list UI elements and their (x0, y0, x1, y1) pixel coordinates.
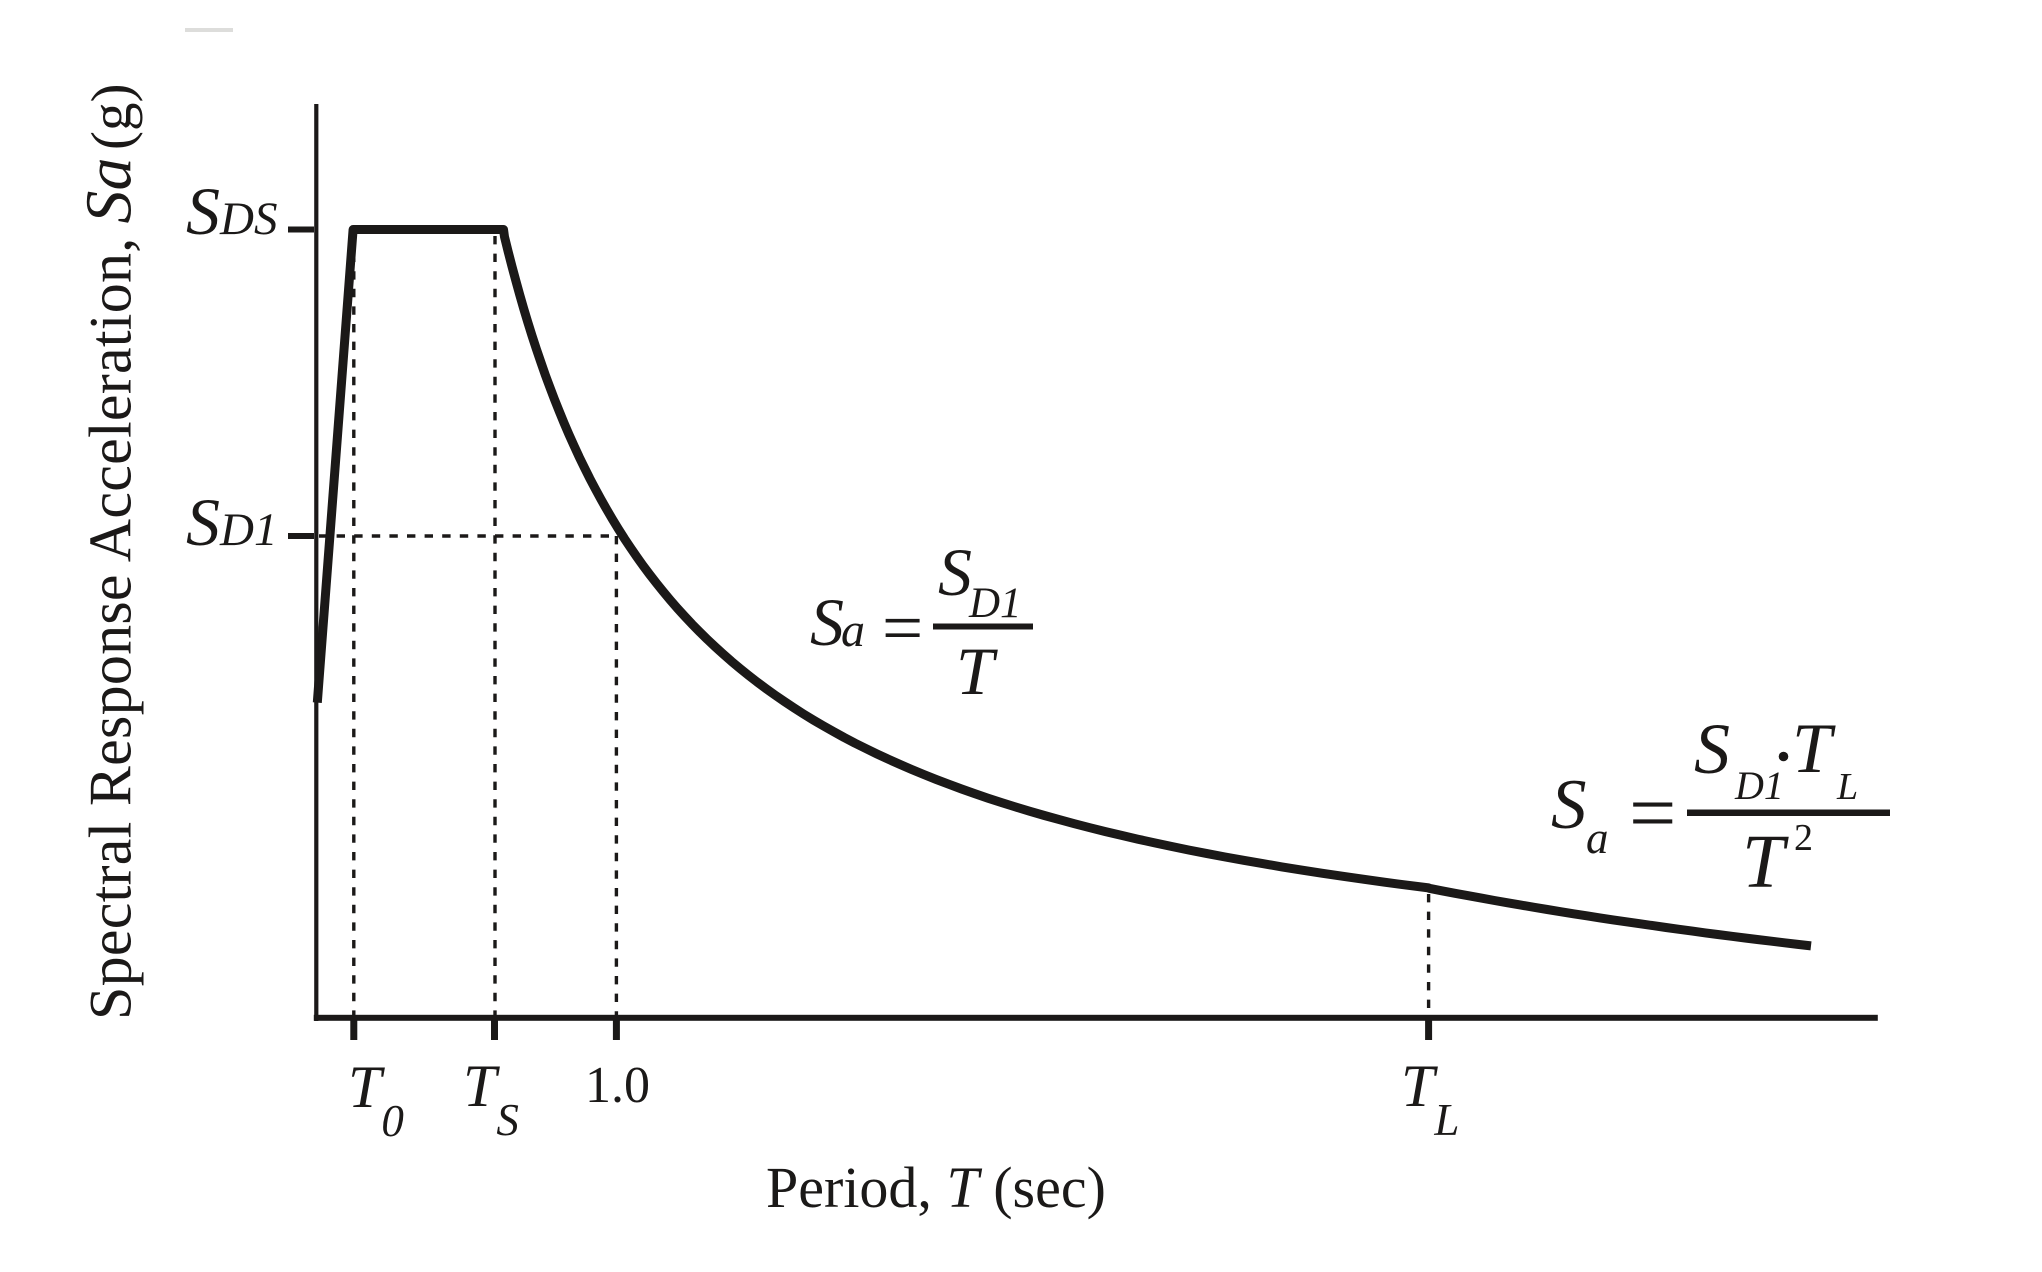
svg-text:T: T (1792, 710, 1836, 788)
svg-text:Sa: Sa (73, 158, 146, 224)
svg-text:SD1: SD1 (186, 484, 277, 560)
svg-text:S: S (1694, 709, 1730, 789)
svg-text:S: S (1551, 766, 1587, 844)
svg-text:S: S (810, 584, 844, 660)
svg-text:L: L (1836, 766, 1858, 808)
svg-text:TL: TL (1401, 1053, 1459, 1145)
svg-text:T: T (1742, 820, 1789, 904)
svg-text:2: 2 (1794, 817, 1813, 859)
svg-text:a: a (841, 604, 865, 657)
svg-text:SDS: SDS (186, 173, 277, 249)
svg-text:Period, T (sec): Period, T (sec) (766, 1155, 1106, 1220)
svg-text:1.0: 1.0 (585, 1057, 650, 1114)
svg-text:T: T (956, 633, 998, 709)
svg-text:D1: D1 (1734, 763, 1784, 808)
svg-text:TS: TS (463, 1053, 519, 1145)
svg-text:=: = (1629, 767, 1676, 860)
svg-text:S: S (938, 534, 972, 610)
svg-text:T0: T0 (348, 1054, 404, 1146)
svg-text:D1: D1 (968, 580, 1022, 627)
svg-text:(g): (g) (81, 84, 144, 150)
svg-text:=: = (882, 587, 923, 668)
svg-text:Spectral Response Acceleration: Spectral Response Acceleration, (78, 238, 144, 1020)
svg-text:a: a (1586, 813, 1609, 863)
